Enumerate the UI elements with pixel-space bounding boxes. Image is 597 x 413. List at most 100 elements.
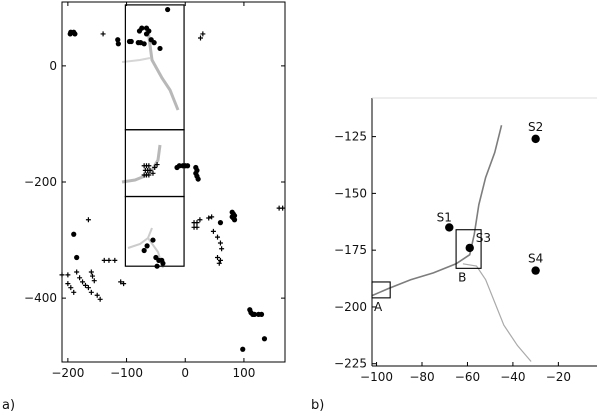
dot-point (144, 243, 150, 249)
panel-b-y-tick-label: −125 (334, 130, 367, 144)
dot-point (143, 31, 150, 37)
panel-b-y-tick-label: −200 (334, 300, 367, 314)
plus-point (91, 278, 97, 284)
plus-point (217, 240, 223, 246)
plus-point (216, 260, 222, 266)
dot-point (157, 45, 163, 52)
plus-point (94, 292, 100, 298)
plus-point (147, 167, 153, 173)
station-s1-point (445, 223, 454, 232)
station-s3-point (465, 243, 474, 253)
plus-point (146, 163, 152, 169)
plus-point (206, 215, 212, 221)
plus-point (219, 246, 225, 252)
dot-point (261, 336, 268, 342)
dot-point (141, 41, 147, 47)
dot-point (174, 164, 180, 171)
plus-point (215, 234, 221, 240)
dot-point (72, 31, 78, 37)
region-box-label-a: A (374, 300, 383, 314)
panel-a-x-tick-label: 0 (181, 366, 189, 380)
inset-trail-middle (121, 144, 162, 184)
plus-point (74, 269, 80, 275)
dot-point (154, 263, 160, 269)
dot-point (151, 40, 157, 46)
panel-b-y-tick-label: −150 (334, 186, 367, 200)
plus-point (85, 285, 91, 291)
dot-point (258, 311, 265, 317)
dot-point (160, 260, 166, 266)
panel-a-x-tick-label: −200 (51, 366, 84, 380)
dot-point (195, 176, 201, 182)
plus-point (77, 275, 83, 281)
plus-point (65, 281, 71, 287)
plus-point (59, 272, 65, 278)
station-s1-label: S1 (437, 210, 452, 224)
plus-point (200, 31, 206, 37)
panel-b-x-tick-label: −20 (546, 370, 571, 384)
station-s4-point (531, 266, 540, 275)
plus-point (197, 35, 203, 41)
panel-a-label: a) (2, 398, 15, 413)
plus-point (90, 273, 96, 279)
panel-a-y-tick-label: −400 (24, 291, 57, 305)
plus-point (100, 31, 106, 37)
dot-point (240, 346, 246, 352)
inset-trail-top (146, 29, 180, 111)
region-box-label-b: B (458, 270, 466, 284)
plus-point (146, 172, 152, 178)
dot-point (141, 247, 147, 254)
dot-point (74, 254, 80, 261)
dot-point (128, 38, 134, 45)
panel-b-x-tick-label: −80 (409, 370, 434, 384)
plus-point (101, 257, 107, 263)
dot-point (139, 25, 145, 31)
plus-point (118, 279, 124, 285)
plus-point (194, 220, 200, 226)
plus-point (85, 217, 91, 223)
dot-point (71, 231, 77, 237)
dot-point (67, 31, 73, 37)
plus-point (71, 289, 77, 295)
dot-point (184, 163, 191, 169)
panel-b-chart: A B S1 S2 S3 S4 −100 −80 −60 −40 −20 −125 −150 −17… (334, 97, 597, 384)
panel-a-inset-images (121, 29, 180, 269)
region-box-b (455, 229, 482, 269)
plus-point (80, 279, 86, 285)
plus-point (215, 254, 221, 260)
station-s3-label: S3 (476, 231, 491, 245)
plus-point (68, 285, 74, 291)
plus-point (194, 224, 200, 230)
dot-point (115, 37, 121, 43)
plus-point (210, 228, 216, 234)
dot-point (115, 41, 121, 47)
panel-b-y-tick-label: −225 (334, 357, 367, 371)
panel-a-y-tick-label: −200 (24, 175, 57, 189)
dot-point (150, 237, 156, 243)
station-s2-point (531, 134, 540, 144)
plus-point (88, 289, 94, 295)
plus-point (88, 269, 94, 275)
plus-point (121, 281, 127, 287)
dot-point (231, 217, 238, 223)
trail-main (371, 125, 503, 297)
panel-b-label: b) (311, 398, 324, 413)
plus-point (65, 272, 71, 278)
dot-point (165, 6, 171, 13)
plus-point (197, 217, 203, 223)
panel-a-x-tick-label: 100 (232, 366, 255, 380)
station-s2-label: S2 (528, 120, 543, 134)
plus-point (209, 214, 215, 220)
region-box-a (371, 281, 391, 299)
plus-point (150, 170, 156, 176)
dot-point (217, 220, 224, 226)
panel-b-x-tick-label: −40 (500, 370, 525, 384)
plus-point (82, 282, 88, 288)
trail-branch (462, 263, 532, 362)
panel-a-y-tick-label: 0 (49, 59, 57, 73)
station-s4-label: S4 (528, 252, 543, 266)
panel-b-trails (371, 125, 532, 362)
panel-b-x-tick-label: −60 (455, 370, 480, 384)
plus-point (112, 257, 118, 263)
panel-a-x-tick-label: −100 (110, 366, 143, 380)
